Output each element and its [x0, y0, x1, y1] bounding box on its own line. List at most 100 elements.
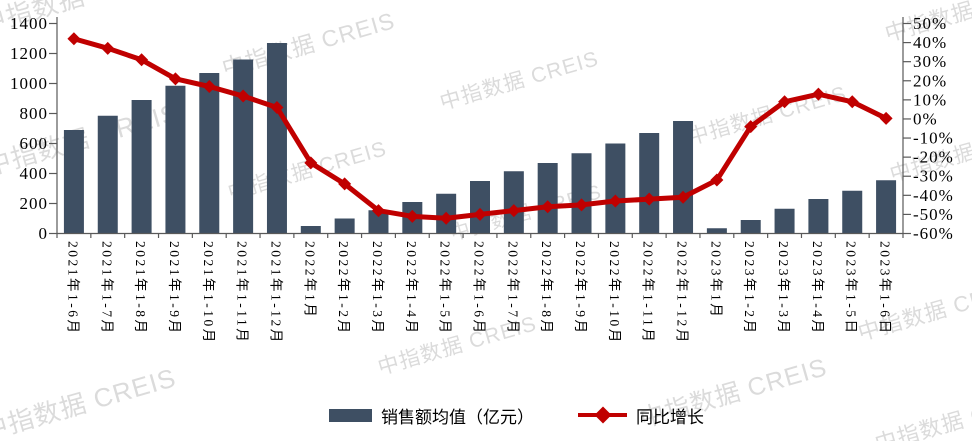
x-axis-labels: 2021年1-6月 2021年1-7月 2021年1-8月 2021年1-9月 2021…: [65, 241, 892, 345]
right-axis-tick-label: -60%: [913, 224, 954, 243]
line-marker-diamond: [473, 207, 487, 221]
line-marker-diamond: [778, 95, 792, 109]
left-axis-tick-label: 600: [20, 134, 49, 153]
right-axis-tick-label: -10%: [913, 129, 954, 148]
bar: [199, 73, 220, 234]
bar: [605, 143, 626, 234]
bar: [740, 220, 761, 234]
right-axis-labels: 50%40%30%20%10%0%-10%-20%-30%-40%-50%-60…: [913, 14, 954, 243]
bar: [368, 210, 389, 234]
chart-legend: 销售额均值（亿元） 同比增长: [329, 404, 704, 427]
bar: [97, 115, 118, 234]
legend-bar-swatch: [329, 408, 372, 422]
left-axis-tick-label: 200: [20, 194, 49, 213]
line-marker-diamond: [710, 173, 724, 187]
bar: [842, 190, 863, 234]
right-axis-tick-label: -50%: [913, 205, 954, 224]
line-marker-diamond: [575, 198, 589, 212]
line-marker-diamond: [101, 41, 115, 55]
right-axis-tick-label: 0%: [913, 109, 938, 128]
line-marker-diamond: [879, 111, 893, 125]
x-axis-category-label: 2022年1-10月: [607, 241, 622, 345]
line-marker-diamond: [168, 72, 182, 86]
x-axis-category-label: 2021年1-6月: [65, 241, 80, 336]
legend-line-swatch: [578, 406, 627, 424]
right-axis-tick-label: -20%: [913, 148, 954, 167]
left-axis-tick-label: 1400: [10, 14, 48, 33]
line-marker-diamond: [541, 200, 555, 214]
line-marker-diamond: [507, 204, 521, 218]
x-axis-category-label: 2022年1月: [302, 241, 317, 319]
bar: [537, 163, 558, 234]
bar: [63, 130, 84, 234]
right-axis-tick-label: 10%: [913, 90, 947, 109]
line-marker-diamond: [371, 204, 385, 218]
line-marker-diamond: [642, 192, 656, 206]
left-axis-tick-label: 0: [39, 224, 49, 243]
growth-line-series: [67, 32, 893, 225]
line-marker-diamond: [405, 209, 419, 223]
x-axis-category-label: 2022年1-8月: [539, 241, 554, 336]
line-marker-diamond: [338, 177, 352, 191]
line-marker-diamond: [439, 211, 453, 225]
bar: [165, 85, 186, 234]
x-axis-category-label: 2021年1-10月: [201, 241, 216, 345]
bar: [334, 218, 355, 234]
x-axis-category-label: 2021年1-7月: [99, 241, 114, 336]
x-axis-category-label: 2023年1-6日: [878, 241, 893, 336]
x-axis-category-label: 2021年1-11月: [235, 241, 250, 344]
bar: [774, 208, 795, 234]
bar: [503, 171, 524, 234]
right-axis-tick-label: -30%: [913, 167, 954, 186]
bar: [673, 121, 694, 234]
x-axis-category-label: 2022年1-3月: [370, 241, 385, 336]
bar: [706, 228, 727, 234]
x-axis-category-label: 2023年1-5日: [844, 241, 859, 336]
x-axis-category-label: 2021年1-12月: [268, 241, 283, 345]
left-axis-tick-label: 800: [20, 104, 49, 123]
x-axis-category-label: 2023年1-2月: [742, 241, 757, 336]
left-axis-tick-label: 400: [20, 164, 49, 183]
line-marker-diamond: [304, 156, 318, 170]
left-axis-tick-label: 1000: [10, 74, 48, 93]
bar: [808, 199, 829, 234]
legend-bar-label: 销售额均值（亿元）: [381, 407, 534, 427]
bar: [639, 133, 660, 234]
legend-diamond-icon: [594, 406, 611, 424]
bar: [300, 226, 321, 234]
line-marker-diamond: [608, 194, 622, 208]
right-axis-tick-label: 40%: [913, 33, 947, 52]
bar: [131, 100, 152, 234]
right-axis-tick-label: 50%: [913, 14, 947, 33]
x-axis-category-label: 2021年1-9月: [167, 241, 182, 336]
legend-line-label: 同比增长: [636, 407, 704, 427]
bar: [233, 59, 254, 234]
line-marker-diamond: [845, 95, 859, 109]
line-marker-diamond: [270, 101, 284, 114]
right-axis-tick-label: -40%: [913, 186, 954, 205]
axes: [49, 17, 911, 238]
right-axis-tick-label: 30%: [913, 52, 947, 71]
x-axis-category-label: 2022年1-12月: [675, 241, 690, 345]
x-axis-category-label: 2022年1-2月: [336, 241, 351, 336]
x-axis-category-label: 2022年1-7月: [505, 241, 520, 335]
x-axis-category-label: 2023年1月: [708, 241, 723, 319]
bar: [266, 43, 287, 234]
x-axis-category-label: 2023年1-4月: [810, 241, 825, 336]
line-marker-diamond: [676, 190, 690, 204]
bars-series: [63, 43, 897, 234]
right-axis-tick-label: 20%: [913, 71, 947, 90]
bar: [876, 180, 897, 234]
x-axis-category-label: 2021年1-8月: [133, 241, 148, 336]
left-axis-tick-label: 1200: [10, 44, 48, 63]
x-axis-category-label: 2022年1-4月: [404, 241, 419, 336]
line-marker-diamond: [236, 89, 250, 103]
x-axis-category-label: 2022年1-9月: [573, 241, 588, 336]
line-marker-diamond: [202, 80, 216, 93]
bar: [571, 153, 592, 234]
x-axis-category-label: 2022年1-5月: [438, 241, 453, 336]
x-axis-category-label: 2022年1-11月: [641, 241, 656, 344]
x-axis-category-label: 2023年1-3月: [776, 241, 791, 336]
